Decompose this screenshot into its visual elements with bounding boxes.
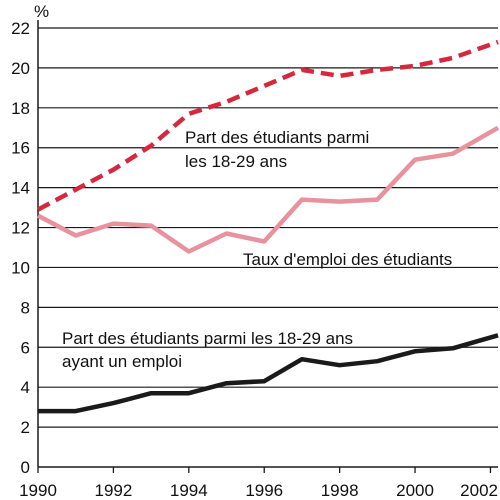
x-tick-label: 1998 bbox=[321, 481, 359, 500]
y-tick-label: 22 bbox=[11, 19, 30, 38]
y-tick-label: 0 bbox=[21, 458, 30, 477]
annotation-employment: Taux d'emploi des étudiants bbox=[243, 250, 452, 269]
y-tick-label: 8 bbox=[21, 298, 30, 317]
y-tick-label: 2 bbox=[21, 418, 30, 437]
y-tick-label: 18 bbox=[11, 99, 30, 118]
x-tick-label: 2002 bbox=[460, 481, 498, 500]
annotation-employed-share-line-2: ayant un emploi bbox=[62, 352, 182, 371]
axes bbox=[37, 20, 498, 473]
series-annotations: Part des étudiants parmi les 18-29 ans T… bbox=[62, 128, 452, 371]
y-tick-label: 14 bbox=[11, 179, 30, 198]
y-unit-label: % bbox=[34, 2, 49, 21]
series-line-employed_share bbox=[38, 333, 499, 414]
y-tick-label: 16 bbox=[11, 139, 30, 158]
annotation-share-line-2: les 18-29 ans bbox=[185, 152, 287, 171]
y-tick-label: 10 bbox=[11, 258, 30, 277]
y-tick-label: 4 bbox=[21, 378, 30, 397]
gridlines bbox=[38, 27, 498, 428]
annotation-employed-share-line-1: Part des étudiants parmi les 18-29 ans bbox=[62, 329, 353, 348]
x-tick-label: 2000 bbox=[396, 481, 434, 500]
y-tick-label: 12 bbox=[11, 219, 30, 238]
annotation-share-line-1: Part des étudiants parmi bbox=[185, 128, 369, 147]
y-tick-label: 6 bbox=[21, 338, 30, 357]
series-line-share bbox=[36, 39, 499, 212]
series-line-employment bbox=[36, 125, 500, 254]
x-tick-label: 1992 bbox=[94, 481, 132, 500]
x-tick-label: 1990 bbox=[19, 481, 57, 500]
series-lines bbox=[36, 39, 500, 414]
y-tick-label: 20 bbox=[11, 59, 30, 78]
x-tick-label: 1996 bbox=[245, 481, 283, 500]
x-tick-label: 1994 bbox=[170, 481, 208, 500]
tick-labels: 0 2 4 6 8 10 12 14 16 18 20 22 1990 1992 1994 1996 1998 2… bbox=[11, 19, 498, 500]
